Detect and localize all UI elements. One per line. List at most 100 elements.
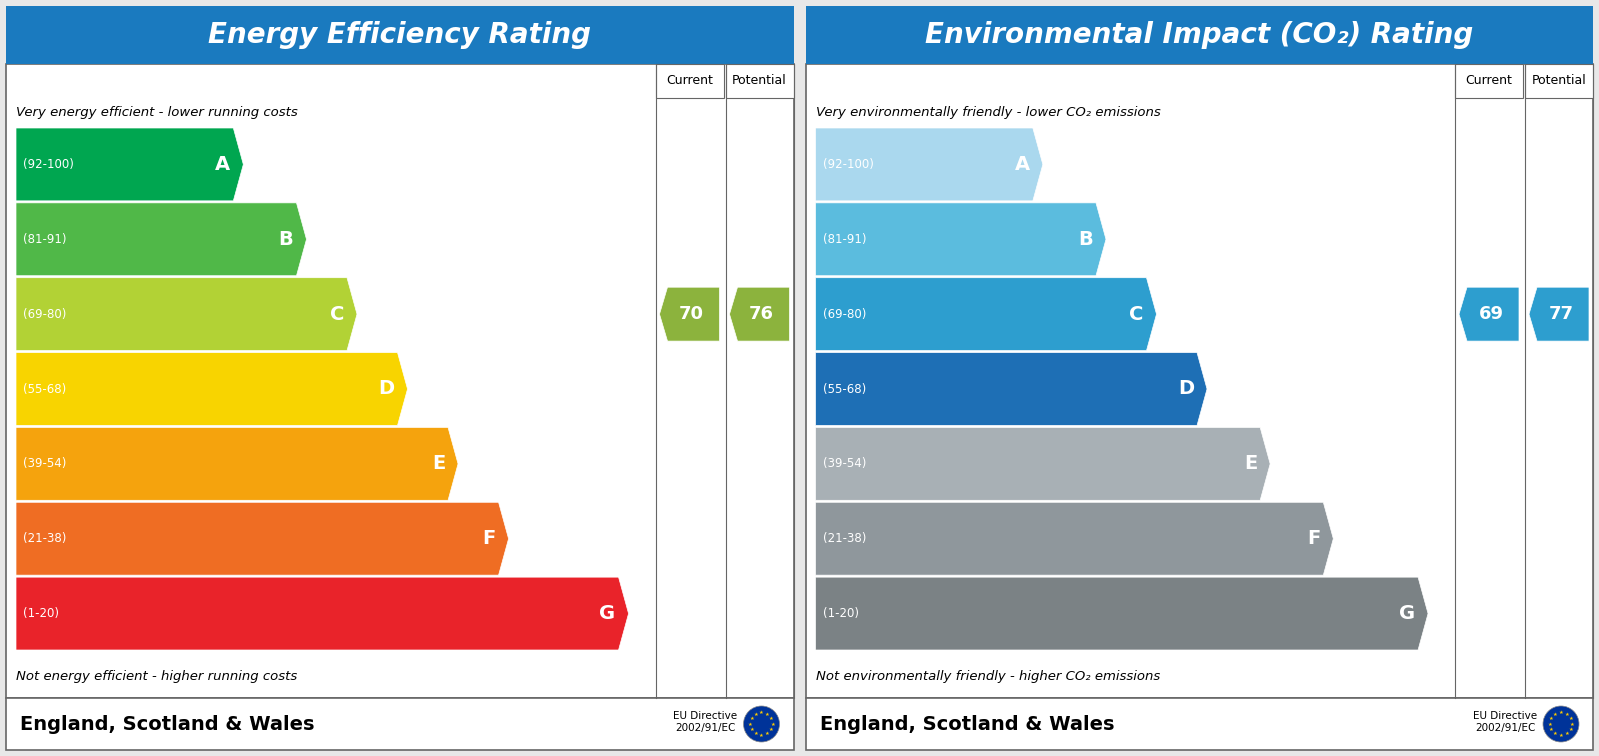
Text: ★: ★	[1549, 716, 1554, 721]
Text: 69: 69	[1479, 305, 1503, 323]
Text: (69-80): (69-80)	[22, 308, 67, 321]
Text: (92-100): (92-100)	[822, 158, 873, 171]
Text: D: D	[379, 380, 395, 398]
Text: EU Directive
2002/91/EC: EU Directive 2002/91/EC	[1473, 711, 1537, 733]
Polygon shape	[815, 203, 1107, 276]
Text: ★: ★	[753, 731, 758, 736]
Text: Current: Current	[1466, 75, 1513, 88]
Text: Not energy efficient - higher running costs: Not energy efficient - higher running co…	[16, 670, 297, 683]
Polygon shape	[16, 502, 508, 575]
Bar	[1525, 64, 1593, 98]
Bar	[806, 6, 1593, 64]
Text: ★: ★	[753, 712, 758, 717]
Text: Current: Current	[667, 75, 713, 88]
Text: (55-68): (55-68)	[22, 383, 66, 395]
Text: ★: ★	[769, 727, 774, 732]
Text: ★: ★	[1569, 716, 1573, 721]
Bar	[6, 698, 793, 750]
Text: Very environmentally friendly - lower CO₂ emissions: Very environmentally friendly - lower CO…	[815, 106, 1161, 119]
Text: A: A	[216, 155, 230, 174]
Circle shape	[1543, 706, 1578, 742]
Text: ★: ★	[1570, 721, 1575, 727]
Text: (81-91): (81-91)	[822, 233, 867, 246]
Text: 76: 76	[748, 305, 774, 323]
Text: ★: ★	[771, 721, 776, 727]
Text: 77: 77	[1548, 305, 1573, 323]
Polygon shape	[16, 203, 307, 276]
Bar	[656, 64, 723, 98]
Text: (21-38): (21-38)	[22, 532, 67, 545]
Text: A: A	[1015, 155, 1030, 174]
Text: G: G	[600, 604, 616, 623]
Text: ★: ★	[750, 716, 755, 721]
Polygon shape	[815, 577, 1428, 650]
Text: ★: ★	[769, 716, 774, 721]
Polygon shape	[1529, 287, 1589, 341]
Text: Potential: Potential	[1532, 75, 1586, 88]
Polygon shape	[815, 502, 1334, 575]
Polygon shape	[729, 287, 790, 341]
Text: ★: ★	[1564, 731, 1569, 736]
Text: Not environmentally friendly - higher CO₂ emissions: Not environmentally friendly - higher CO…	[815, 670, 1159, 683]
Text: C: C	[329, 305, 344, 324]
Text: ★: ★	[1553, 712, 1557, 717]
Bar	[726, 64, 793, 98]
Text: ★: ★	[764, 712, 769, 717]
Text: ★: ★	[1553, 731, 1557, 736]
Circle shape	[744, 706, 779, 742]
Polygon shape	[815, 352, 1207, 426]
Polygon shape	[16, 128, 243, 201]
Bar	[806, 698, 1593, 750]
Text: ★: ★	[748, 721, 753, 727]
Text: ★: ★	[760, 711, 764, 715]
Text: EU Directive
2002/91/EC: EU Directive 2002/91/EC	[673, 711, 737, 733]
Text: B: B	[278, 230, 294, 249]
Text: D: D	[1178, 380, 1194, 398]
Text: Very energy efficient - lower running costs: Very energy efficient - lower running co…	[16, 106, 297, 119]
Text: (39-54): (39-54)	[22, 457, 67, 470]
Polygon shape	[815, 128, 1043, 201]
Text: ★: ★	[1569, 727, 1573, 732]
Bar	[1455, 64, 1522, 98]
Text: ★: ★	[1549, 727, 1554, 732]
Text: (55-68): (55-68)	[822, 383, 865, 395]
Text: England, Scotland & Wales: England, Scotland & Wales	[21, 714, 315, 733]
Polygon shape	[16, 427, 457, 500]
Text: E: E	[432, 454, 445, 473]
Text: (92-100): (92-100)	[22, 158, 74, 171]
Text: (39-54): (39-54)	[822, 457, 867, 470]
Text: ★: ★	[1559, 711, 1564, 715]
Text: C: C	[1129, 305, 1143, 324]
Polygon shape	[16, 577, 628, 650]
Bar	[6, 6, 793, 64]
Text: Environmental Impact (CO₂) Rating: Environmental Impact (CO₂) Rating	[926, 21, 1473, 49]
Text: ★: ★	[1564, 712, 1569, 717]
Text: (1-20): (1-20)	[22, 607, 59, 620]
Text: 70: 70	[680, 305, 704, 323]
Polygon shape	[16, 352, 408, 426]
Text: E: E	[1244, 454, 1257, 473]
Polygon shape	[815, 427, 1270, 500]
Text: G: G	[1399, 604, 1415, 623]
Polygon shape	[16, 277, 357, 351]
Text: ★: ★	[764, 731, 769, 736]
Polygon shape	[1458, 287, 1519, 341]
Text: B: B	[1078, 230, 1094, 249]
Text: F: F	[1306, 529, 1321, 548]
Polygon shape	[815, 277, 1156, 351]
Text: England, Scotland & Wales: England, Scotland & Wales	[820, 714, 1115, 733]
Text: ★: ★	[1548, 721, 1553, 727]
Text: (1-20): (1-20)	[822, 607, 859, 620]
Text: (69-80): (69-80)	[822, 308, 867, 321]
Text: ★: ★	[760, 733, 764, 738]
Bar	[806, 64, 1593, 698]
Polygon shape	[659, 287, 720, 341]
Text: (81-91): (81-91)	[22, 233, 67, 246]
Text: F: F	[483, 529, 496, 548]
Bar	[6, 64, 793, 698]
Text: ★: ★	[1559, 733, 1564, 738]
Text: Energy Efficiency Rating: Energy Efficiency Rating	[208, 21, 592, 49]
Text: Potential: Potential	[732, 75, 787, 88]
Text: (21-38): (21-38)	[822, 532, 867, 545]
Text: ★: ★	[750, 727, 755, 732]
